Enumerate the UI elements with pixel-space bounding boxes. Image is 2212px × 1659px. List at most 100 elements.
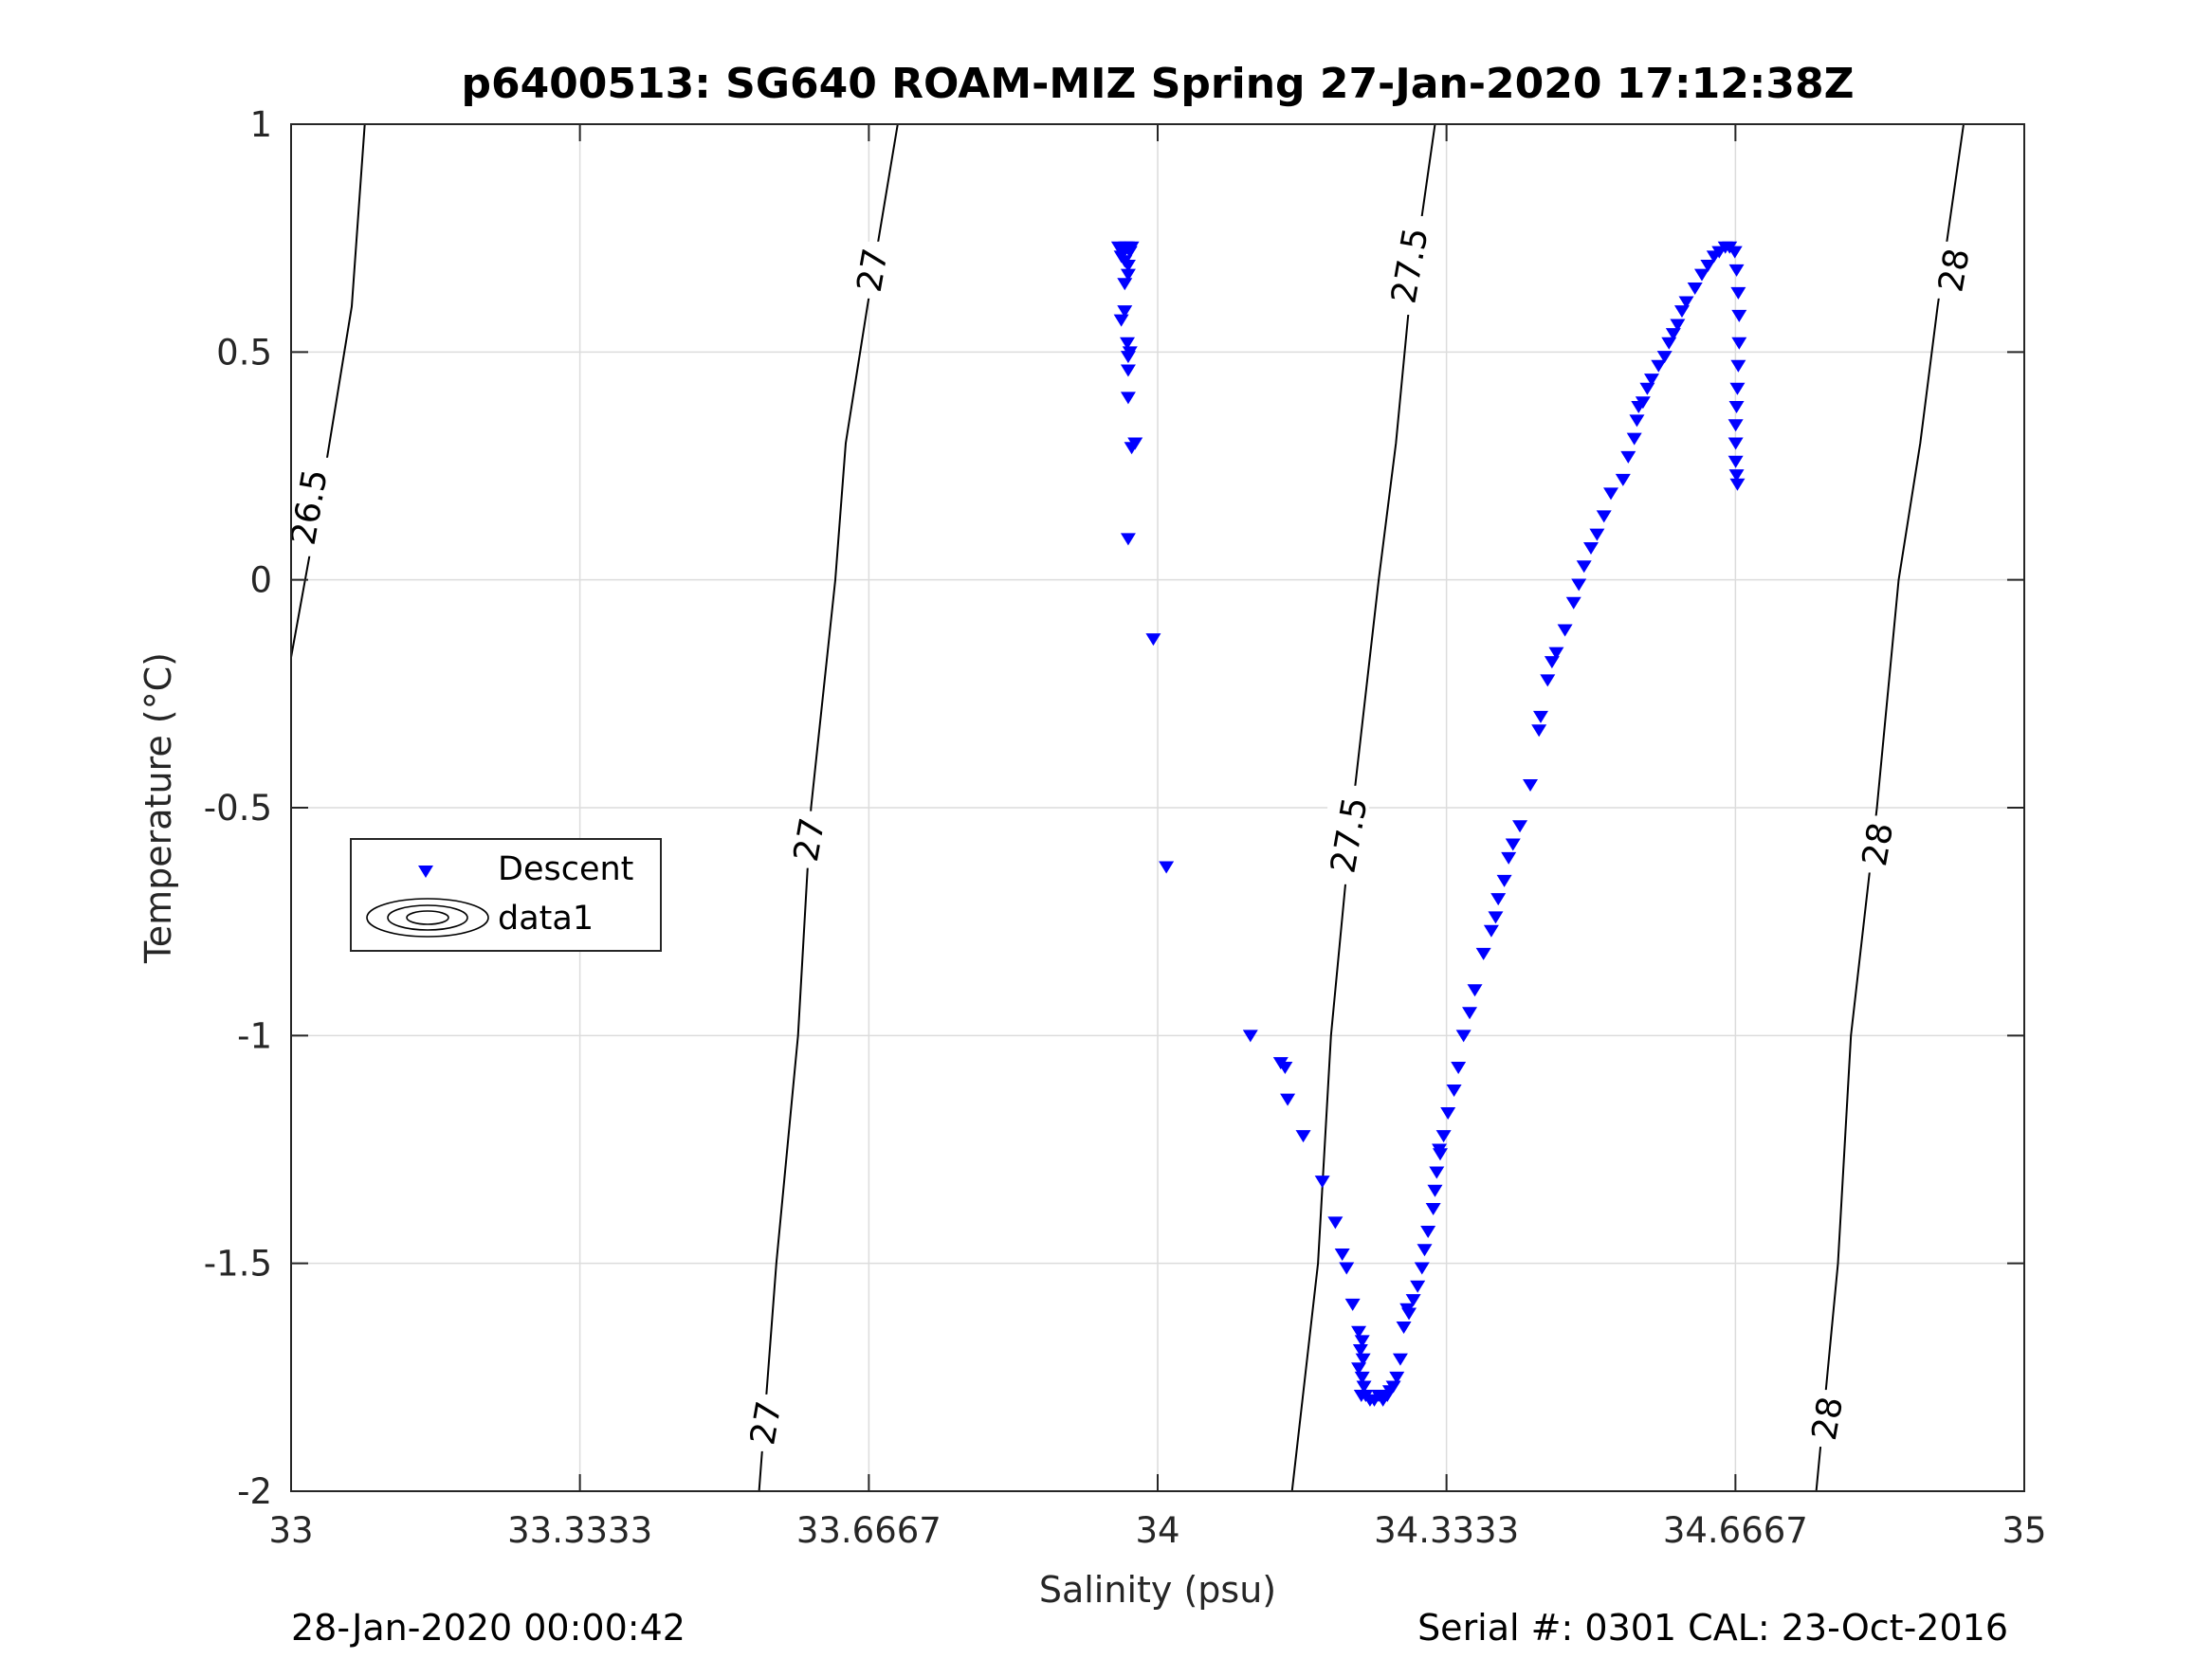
descent-point bbox=[1544, 656, 1560, 669]
descent-point bbox=[1351, 1362, 1367, 1376]
descent-point bbox=[1730, 286, 1746, 300]
descent-point bbox=[1512, 820, 1528, 833]
descent-point bbox=[1120, 533, 1136, 546]
descent-point bbox=[1639, 382, 1655, 395]
contour-line-27.5 bbox=[1290, 123, 1436, 1492]
descent-point bbox=[1392, 1353, 1408, 1366]
descent-point bbox=[1467, 984, 1483, 997]
descent-point bbox=[1327, 1216, 1344, 1230]
x-tick-label: 35 bbox=[2002, 1510, 2046, 1551]
contour-label: 28 bbox=[1931, 246, 1977, 295]
descent-point bbox=[1120, 268, 1136, 282]
contour-label-gap bbox=[1388, 216, 1431, 316]
descent-point bbox=[1420, 1226, 1436, 1239]
descent-point bbox=[1120, 364, 1136, 377]
descent-point bbox=[1159, 861, 1175, 874]
y-axis-ticks: -2 -1.5 -1 -0.5 0 0.5 1 bbox=[204, 104, 2024, 1512]
contour-line-28 bbox=[1815, 123, 1965, 1492]
descent-point bbox=[1389, 1371, 1405, 1384]
descent-point bbox=[1629, 414, 1645, 428]
contour-label-gap bbox=[1327, 785, 1370, 884]
descent-point bbox=[1277, 1061, 1293, 1074]
descent-point bbox=[1440, 1107, 1456, 1121]
descent-point bbox=[1687, 283, 1703, 296]
descent-point bbox=[1455, 1030, 1472, 1043]
legend-contour-icon bbox=[366, 898, 489, 938]
x-tick-label: 33 bbox=[268, 1510, 313, 1551]
legend-box bbox=[350, 838, 662, 952]
x-tick-label: 34 bbox=[1135, 1510, 1179, 1551]
contour-label: 27 bbox=[787, 815, 832, 865]
descent-point bbox=[1589, 528, 1605, 541]
descent-point bbox=[1352, 1343, 1368, 1357]
descent-point bbox=[1596, 510, 1612, 523]
y-tick-label: -2 bbox=[237, 1471, 272, 1512]
descent-point bbox=[1656, 351, 1673, 364]
descent-point bbox=[1334, 1249, 1350, 1262]
descent-point bbox=[1314, 1176, 1330, 1189]
chart-title: p6400513: SG640 ROAM-MIZ Spring 27-Jan-2… bbox=[461, 60, 1854, 108]
descent-point bbox=[1354, 1335, 1370, 1348]
contour-label-gap bbox=[787, 811, 830, 868]
descent-point bbox=[1728, 469, 1745, 483]
descent-point bbox=[1435, 1130, 1452, 1143]
contour-label-gap bbox=[850, 241, 893, 299]
descent-point bbox=[1124, 442, 1140, 455]
y-tick-label: -0.5 bbox=[204, 788, 272, 829]
descent-point bbox=[1414, 1262, 1430, 1275]
contour-label-gap bbox=[1856, 815, 1898, 873]
y-tick-label: -1.5 bbox=[204, 1244, 272, 1285]
legend-data1-label: data1 bbox=[498, 900, 594, 938]
descent-point bbox=[1727, 246, 1743, 259]
descent-point bbox=[1432, 1143, 1448, 1157]
contour-label-gap bbox=[743, 1394, 786, 1451]
grid bbox=[291, 124, 2024, 1491]
descent-point bbox=[1678, 296, 1694, 309]
descent-point bbox=[1488, 911, 1504, 924]
descent-point bbox=[1462, 1007, 1478, 1020]
contour-label: 28 bbox=[1856, 820, 1901, 869]
footer-timestamp: 28-Jan-2020 00:00:42 bbox=[291, 1607, 686, 1649]
descent-point bbox=[1615, 473, 1631, 486]
descent-point bbox=[1693, 268, 1709, 282]
descent-point bbox=[1483, 924, 1499, 938]
contour-label: 28 bbox=[1805, 1394, 1851, 1443]
y-tick-label: -1 bbox=[237, 1015, 272, 1056]
x-tick-label: 33.3333 bbox=[507, 1510, 652, 1551]
y-axis-label: Temperature (°C) bbox=[137, 652, 179, 964]
descent-point bbox=[1731, 337, 1747, 350]
descent-point bbox=[1496, 874, 1512, 887]
descent-point bbox=[1626, 432, 1642, 446]
descent-point bbox=[1501, 851, 1517, 865]
descent-point bbox=[1728, 401, 1745, 414]
contour-line-26.5 bbox=[290, 123, 366, 658]
descent-point bbox=[1532, 710, 1548, 723]
descent-point bbox=[1665, 328, 1681, 341]
contour-label: 27 bbox=[850, 246, 896, 295]
descent-point bbox=[1295, 1130, 1311, 1143]
descent-point bbox=[1120, 392, 1136, 405]
legend-descent-marker bbox=[418, 866, 433, 878]
descent-point bbox=[1571, 578, 1587, 592]
x-axis-ticks: 33 33.3333 33.6667 34 34.3333 34.6667 35 bbox=[268, 124, 2047, 1551]
contour-label-gap bbox=[1805, 1390, 1848, 1448]
descent-point bbox=[1730, 359, 1746, 373]
contour-label-gap bbox=[287, 457, 330, 556]
x-tick-label: 34.3333 bbox=[1374, 1510, 1519, 1551]
descent-point bbox=[1122, 346, 1138, 359]
descent-point bbox=[1728, 455, 1744, 468]
x-tick-label: 33.6667 bbox=[796, 1510, 941, 1551]
descent-point bbox=[1242, 1030, 1258, 1043]
descent-point bbox=[1557, 624, 1573, 637]
descent-point bbox=[1339, 1262, 1355, 1275]
descent-point bbox=[1385, 1380, 1401, 1394]
descent-point bbox=[1583, 542, 1599, 556]
descent-points bbox=[1110, 241, 1747, 1407]
descent-point bbox=[1670, 319, 1686, 332]
descent-point bbox=[1635, 396, 1651, 410]
descent-point bbox=[1661, 337, 1677, 350]
descent-point bbox=[1729, 382, 1746, 395]
descent-point bbox=[1548, 647, 1564, 660]
descent-point bbox=[1417, 1244, 1433, 1257]
